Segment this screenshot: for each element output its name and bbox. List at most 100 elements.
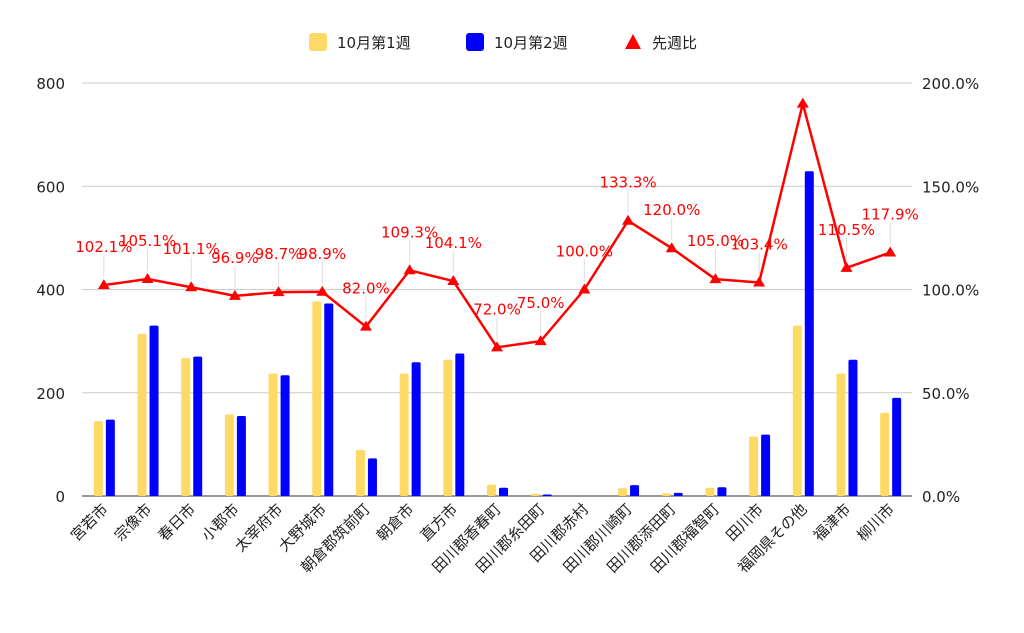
category-label: 福津市 — [810, 500, 855, 545]
right-axis: 0.0% 50.0% 100.0% 150.0% 200.0% — [922, 75, 979, 506]
bar — [224, 414, 234, 496]
bar — [804, 171, 814, 496]
line-marker — [97, 279, 110, 290]
left-tick-label: 600 — [36, 178, 65, 196]
bar — [181, 358, 191, 496]
line-marker — [228, 289, 241, 300]
left-tick-label: 0 — [55, 488, 65, 506]
bar — [399, 373, 409, 496]
legend-marker — [625, 34, 641, 49]
bar — [455, 353, 465, 496]
bars — [93, 171, 902, 496]
data-label: 133.3% — [599, 174, 656, 192]
right-tick-label: 0.0% — [922, 488, 960, 506]
bar — [892, 397, 902, 496]
data-label: 100.0% — [556, 243, 613, 261]
data-label: 120.0% — [643, 201, 700, 219]
bar — [355, 450, 365, 496]
bar — [280, 375, 290, 496]
bar — [411, 362, 421, 496]
bar — [443, 359, 453, 496]
right-tick-label: 100.0% — [922, 282, 979, 300]
line-marker — [534, 335, 547, 346]
legend-swatch — [466, 33, 484, 51]
line-marker — [622, 214, 635, 225]
bar — [848, 359, 858, 496]
left-tick-label: 800 — [36, 75, 65, 93]
right-tick-label: 200.0% — [922, 75, 979, 93]
bar — [705, 487, 715, 496]
line-marker — [272, 286, 285, 297]
data-label: 102.1% — [75, 238, 132, 256]
data-label: 103.4% — [731, 235, 788, 253]
data-label: 98.7% — [255, 245, 303, 263]
data-label: 110.5% — [818, 221, 875, 239]
bar — [105, 419, 115, 496]
bar — [93, 421, 103, 496]
right-tick-label: 150.0% — [922, 178, 979, 196]
line-marker — [403, 264, 416, 275]
right-tick-label: 50.0% — [922, 385, 970, 403]
bar — [530, 493, 540, 496]
bar — [542, 494, 552, 496]
line-marker — [578, 283, 591, 294]
bar — [312, 301, 322, 496]
bar — [487, 484, 496, 496]
data-label: 101.1% — [163, 240, 220, 258]
bar — [630, 485, 640, 496]
bar — [673, 492, 683, 496]
data-label: 104.1% — [425, 234, 482, 252]
left-axis: 0 200 400 600 800 — [36, 75, 65, 506]
bar — [761, 434, 771, 496]
bar — [268, 373, 278, 496]
bar — [193, 356, 203, 496]
line-marker — [185, 281, 198, 292]
bar — [880, 412, 890, 496]
category-label: 春日市 — [154, 500, 199, 545]
legend-label: 10月第1週 — [337, 34, 411, 52]
bar — [236, 415, 246, 496]
legend-swatch — [309, 33, 327, 51]
line-marker — [141, 272, 154, 283]
gridlines — [82, 82, 912, 497]
data-label: 72.0% — [473, 300, 521, 318]
bar — [749, 436, 759, 496]
bar — [661, 493, 671, 496]
data-label: 105.0% — [687, 232, 744, 250]
line-marker — [796, 97, 809, 108]
data-label: 75.0% — [517, 294, 565, 312]
line-marker — [753, 276, 766, 287]
category-label: 朝倉市 — [373, 500, 418, 545]
legend-label: 10月第2週 — [494, 34, 568, 52]
line-marker — [884, 246, 897, 257]
bar — [836, 373, 846, 496]
line-marker — [316, 285, 329, 296]
line-marker — [491, 341, 503, 352]
left-tick-label: 200 — [36, 385, 65, 403]
left-tick-label: 400 — [36, 282, 65, 300]
data-label: 82.0% — [342, 280, 390, 298]
bar — [324, 303, 334, 496]
bar — [137, 333, 147, 496]
bar — [499, 487, 508, 496]
line-marker — [840, 261, 853, 272]
category-label: 宗像市 — [111, 500, 156, 545]
bar — [149, 325, 159, 496]
bar — [792, 325, 802, 496]
bar — [618, 488, 628, 496]
legend-label: 先週比 — [652, 34, 697, 52]
data-label: 109.3% — [381, 223, 438, 241]
line-marker — [447, 275, 460, 286]
data-label: 105.1% — [119, 232, 176, 250]
data-label: 96.9% — [211, 249, 259, 267]
data-label: 98.9% — [298, 245, 346, 263]
legend: 10月第1週 10月第2週 先週比 — [309, 33, 697, 52]
category-label: 宮若市 — [67, 500, 112, 545]
category-label: 柳川市 — [853, 500, 898, 545]
bar — [367, 458, 377, 496]
data-label: 117.9% — [862, 206, 919, 224]
bar — [717, 487, 727, 496]
line-marker — [359, 320, 372, 331]
